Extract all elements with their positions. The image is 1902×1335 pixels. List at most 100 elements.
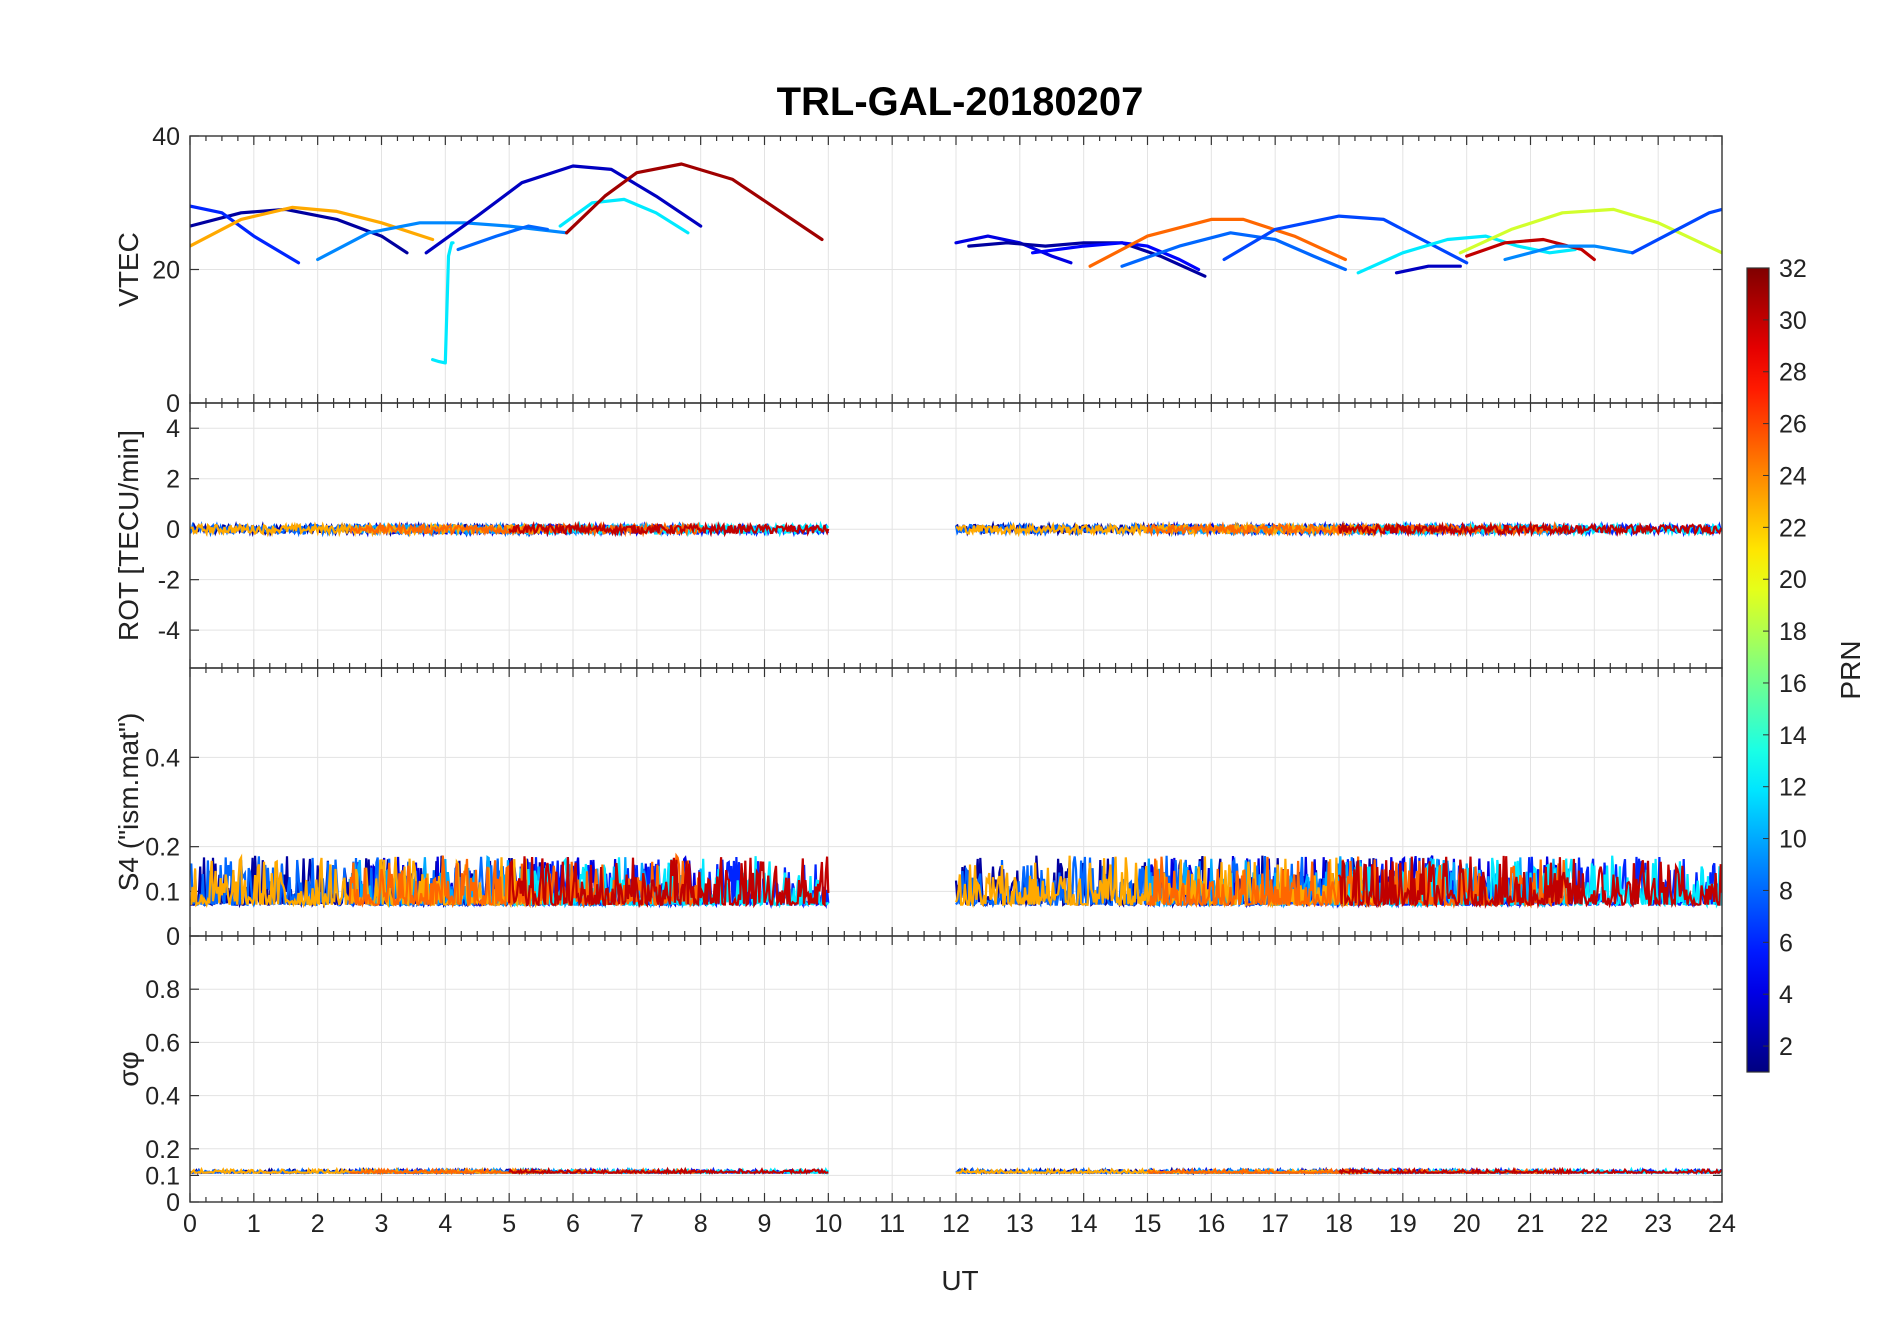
x-tick-label: 9 xyxy=(758,1210,772,1238)
colorbar-tick-label: 32 xyxy=(1779,255,1807,283)
x-tick-label: 11 xyxy=(879,1210,905,1238)
colorbar-tick-label: 18 xyxy=(1779,618,1807,646)
x-tick-label: 20 xyxy=(1453,1210,1481,1238)
colorbar-tick-label: 14 xyxy=(1779,722,1807,750)
x-tick-label: 22 xyxy=(1580,1210,1608,1238)
series-line-prn-2 xyxy=(967,241,1207,278)
x-tick-label: 7 xyxy=(630,1210,644,1238)
x-tick-label: 24 xyxy=(1708,1210,1736,1238)
colorbar-tick-label: 2 xyxy=(1779,1033,1793,1061)
y-tick-label: 0.1 xyxy=(145,878,180,906)
y-tick-label: 0.4 xyxy=(145,744,180,772)
series-line-prn-19 xyxy=(1458,207,1722,255)
x-tick-label: 19 xyxy=(1389,1210,1417,1238)
colorbar-tick-label: 26 xyxy=(1779,411,1807,439)
x-tick-label: 18 xyxy=(1325,1210,1353,1238)
y-tick-label: 0.6 xyxy=(145,1029,180,1057)
noise-trace-prn-30 xyxy=(508,1166,829,1175)
x-tick-label: 4 xyxy=(438,1210,452,1238)
y-tick-label: -2 xyxy=(158,567,180,595)
x-tick-label: 12 xyxy=(942,1210,970,1238)
x-tick-label: 0 xyxy=(183,1210,197,1238)
series-line-prn-25 xyxy=(1088,217,1347,268)
y-tick-label: 0 xyxy=(166,390,180,418)
series-line-prn-7 xyxy=(1222,214,1469,265)
y-tick-label: 2 xyxy=(166,466,180,494)
x-tick-label: 13 xyxy=(1006,1210,1034,1238)
series-line-prn-3 xyxy=(1394,264,1462,275)
y-tick-label: 0.1 xyxy=(145,1162,180,1190)
y-tick-label: 20 xyxy=(152,257,180,285)
series-line-prn-12 xyxy=(1356,234,1577,275)
colorbar-tick-label: 24 xyxy=(1779,462,1807,490)
x-tick-label: 21 xyxy=(1517,1210,1545,1238)
chart-title: TRL-GAL-20180207 xyxy=(777,80,1144,124)
series-line-prn-3 xyxy=(424,164,703,255)
x-tick-label: 23 xyxy=(1644,1210,1672,1238)
x-tick-label: 3 xyxy=(375,1210,389,1238)
series-line-prn-8 xyxy=(456,224,550,252)
colorbar-gradient xyxy=(1746,267,1770,1073)
y-tick-label: 0 xyxy=(166,923,180,951)
series-line-prn-8 xyxy=(1120,231,1347,272)
panel-frame xyxy=(189,935,1723,1203)
x-axis-label: UT xyxy=(941,1265,978,1296)
x-tick-label: 2 xyxy=(311,1210,325,1238)
x-tick-label: 14 xyxy=(1070,1210,1098,1238)
data-layer xyxy=(190,1166,1722,1176)
y-axis-label: ROT [TECU/min] xyxy=(113,430,144,641)
y-axis-label: VTEC xyxy=(113,232,144,307)
series-line-prn-12 xyxy=(431,241,455,365)
noise-trace-prn-30 xyxy=(1337,520,1722,538)
y-tick-label: 0 xyxy=(166,1189,180,1217)
y-tick-label: 0 xyxy=(166,516,180,544)
data-layer xyxy=(190,162,1722,365)
x-tick-label: 6 xyxy=(566,1210,580,1238)
series-line-prn-9 xyxy=(316,221,569,262)
panel-s4: 0 0.1 0.2 0.4S4 ("ism.mat") xyxy=(113,667,1723,951)
y-tick-label: 4 xyxy=(166,415,180,443)
panel-vtec: 0 20 40 VTEC xyxy=(113,123,1723,418)
series-line-prn-31 xyxy=(565,162,824,242)
x-tick-label: 1 xyxy=(247,1210,261,1238)
data-layer xyxy=(190,852,1722,910)
x-tick-label: 5 xyxy=(502,1210,516,1238)
colorbar-tick-label: 4 xyxy=(1779,981,1793,1009)
series-line-prn-6 xyxy=(190,204,301,265)
noise-trace-prn-30 xyxy=(1338,1166,1722,1176)
colorbar-tick-label: 30 xyxy=(1779,307,1807,335)
y-tick-label: -4 xyxy=(158,617,180,645)
series-line-prn-9 xyxy=(1503,244,1635,262)
noise-trace-prn-30 xyxy=(508,856,830,909)
data-layer xyxy=(190,520,1722,538)
y-tick-label: 40 xyxy=(152,123,180,151)
x-tick-label: 8 xyxy=(694,1210,708,1238)
y-tick-label: 0.2 xyxy=(145,1136,180,1164)
colorbar-tick-label: 20 xyxy=(1779,566,1807,594)
colorbar-tick-label: 16 xyxy=(1779,670,1807,698)
y-tick-label: 0.8 xyxy=(145,976,180,1004)
y-tick-label: 0.2 xyxy=(145,834,180,862)
colorbar-tick-label: 28 xyxy=(1779,359,1807,387)
colorbar-tick-label: 6 xyxy=(1779,929,1793,957)
y-axis-label: S4 ("ism.mat") xyxy=(113,713,144,892)
y-tick-label: 0.4 xyxy=(145,1083,180,1111)
series-line-prn-12 xyxy=(558,197,690,235)
colorbar-tick-label: 10 xyxy=(1779,826,1807,854)
series-line-prn-30 xyxy=(1465,237,1596,262)
colorbar-tick-label: 22 xyxy=(1779,514,1807,542)
colorbar-tick-label: 12 xyxy=(1779,774,1807,802)
colorbar-tick-label: 8 xyxy=(1779,877,1793,905)
panel-rot: -4 -2 0 2 4 ROT [TECU/min] xyxy=(113,402,1723,669)
noise-trace-prn-30 xyxy=(508,520,830,538)
x-tick-label: 16 xyxy=(1197,1210,1225,1238)
series-line-prn-7 xyxy=(1631,207,1722,255)
x-tick-label: 17 xyxy=(1261,1210,1289,1238)
y-axis-label: σφ xyxy=(113,1051,144,1086)
x-tick-label: 10 xyxy=(814,1210,842,1238)
x-tick-label: 15 xyxy=(1134,1210,1162,1238)
